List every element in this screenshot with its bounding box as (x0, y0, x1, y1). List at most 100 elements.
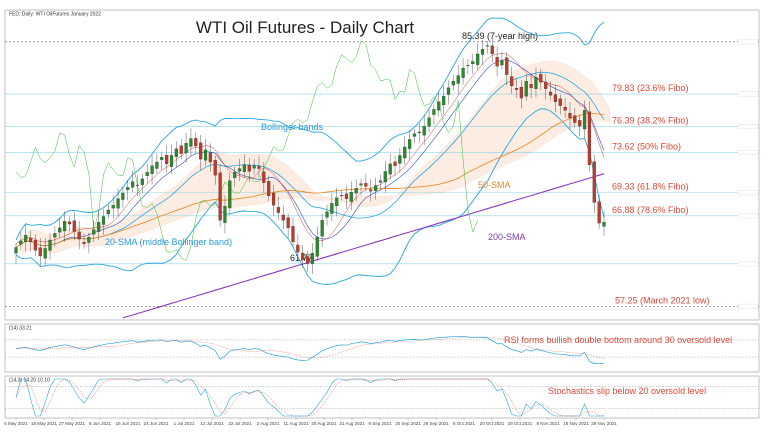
rsi-panel-frame (4, 323, 760, 373)
candle-body (97, 222, 101, 232)
candle-body (63, 221, 67, 232)
candle-body (257, 166, 261, 169)
price-tag (737, 150, 759, 155)
bollinger-lower-line (15, 108, 605, 285)
candle-body (320, 220, 324, 237)
candle-body (359, 183, 363, 186)
x-tick-label: 31 Aug 2021 (339, 421, 365, 426)
candle-body (67, 221, 72, 225)
x-tick-label: 20 Aug 2021 (311, 421, 337, 426)
candle-body (519, 87, 523, 99)
candle-body (140, 178, 144, 185)
candle-body (145, 172, 149, 176)
candle-body (485, 45, 489, 47)
x-tick-label: 18 May 2021 (31, 421, 58, 426)
level-label: 85.39 (7-year high) (462, 31, 538, 41)
bollinger-bands-label: Bollinger bands (261, 122, 324, 132)
candle-body (281, 214, 285, 221)
candle-body (490, 45, 494, 55)
candle-body (398, 155, 402, 164)
candle-body (437, 101, 441, 111)
candle-body (364, 183, 368, 187)
candle-body (252, 165, 256, 169)
stochastic-d-line (15, 378, 605, 417)
candle-body (403, 146, 407, 159)
ichimoku-cloud (21, 60, 611, 256)
candle-body (510, 76, 514, 87)
x-tick-label: 29 Oct 2021 (508, 421, 533, 426)
candle-body (539, 74, 543, 83)
candle-body (374, 185, 378, 191)
candle-body (199, 142, 203, 160)
stochastic-header: (14,3) 14.20 10.10 (9, 378, 50, 384)
sma200-line (122, 173, 605, 319)
candle-body (310, 253, 315, 264)
candle-body (480, 49, 485, 55)
candle-body (242, 164, 246, 172)
candle-body (87, 237, 91, 243)
candle-body (72, 220, 76, 232)
candle-body (262, 171, 266, 183)
candle-body (534, 77, 538, 89)
candle-body (461, 67, 465, 78)
candle-body (160, 157, 164, 160)
candle-body (271, 192, 276, 206)
candle-body (135, 184, 140, 186)
candle-body (476, 53, 480, 65)
candle-body (82, 242, 86, 244)
indicator-lines (15, 17, 605, 319)
candle-body (203, 149, 208, 161)
chart-title: WTI Oil Futures - Daily Chart (196, 18, 414, 37)
candle-body (218, 172, 222, 221)
x-tick-label: 16 Jun 2021 (116, 421, 141, 426)
candle-body (101, 216, 106, 225)
x-tick-label: 8 Jun 2021 (89, 421, 112, 426)
candle-body (179, 145, 183, 154)
candle-body (24, 235, 28, 242)
price-tag (737, 91, 759, 97)
candle-body (442, 96, 446, 106)
candle-body (155, 161, 159, 169)
candle-body (378, 180, 383, 183)
candle-body (408, 139, 412, 149)
fibonacci-levels: 85.39 (7-year high) 79.83 (23.6% Fibo) 76.… (5, 31, 759, 309)
candle-body (412, 133, 417, 137)
sma200-label: 200-SMA (488, 232, 526, 242)
candle-body (432, 109, 436, 115)
candle-body (233, 172, 237, 178)
candle-body (344, 193, 349, 199)
rsi-lines (5, 335, 759, 364)
price-tag (737, 39, 759, 45)
candle-body (296, 244, 300, 253)
candle-body (77, 231, 81, 240)
candle-body (43, 248, 47, 259)
candlesticks (14, 36, 606, 275)
x-tick-label: 29 Sep 2021 (423, 421, 449, 426)
level-label: 73.62 (50% Fibo) (612, 141, 681, 151)
candle-body (28, 238, 33, 243)
lagging-span-line (15, 40, 478, 261)
candle-body (568, 112, 572, 118)
candle-body (349, 191, 353, 202)
candle-body (106, 209, 110, 215)
candle-body (111, 205, 115, 209)
candle-body (126, 187, 130, 190)
price-tag (737, 124, 759, 129)
candle-body (340, 195, 344, 197)
ichimoku-cloud-area (21, 60, 611, 256)
symbol-header: FED; Daily: WTI OilFutures January 2022 (9, 12, 101, 18)
candle-body (587, 111, 592, 165)
candle-body (602, 222, 606, 227)
candle-body (427, 117, 431, 127)
stochastic-lines (5, 378, 759, 417)
candle-body (247, 164, 251, 172)
candle-body (116, 198, 120, 209)
x-tick-label: 9 Sep 2021 (368, 421, 392, 426)
x-tick-label: 11 Aug 2021 (284, 421, 309, 426)
candle-body (189, 138, 193, 147)
candle-body (524, 81, 528, 97)
candle-body (286, 217, 290, 228)
candle-body (456, 75, 460, 84)
main-panel-frame (4, 9, 760, 321)
candle-body (558, 98, 562, 106)
